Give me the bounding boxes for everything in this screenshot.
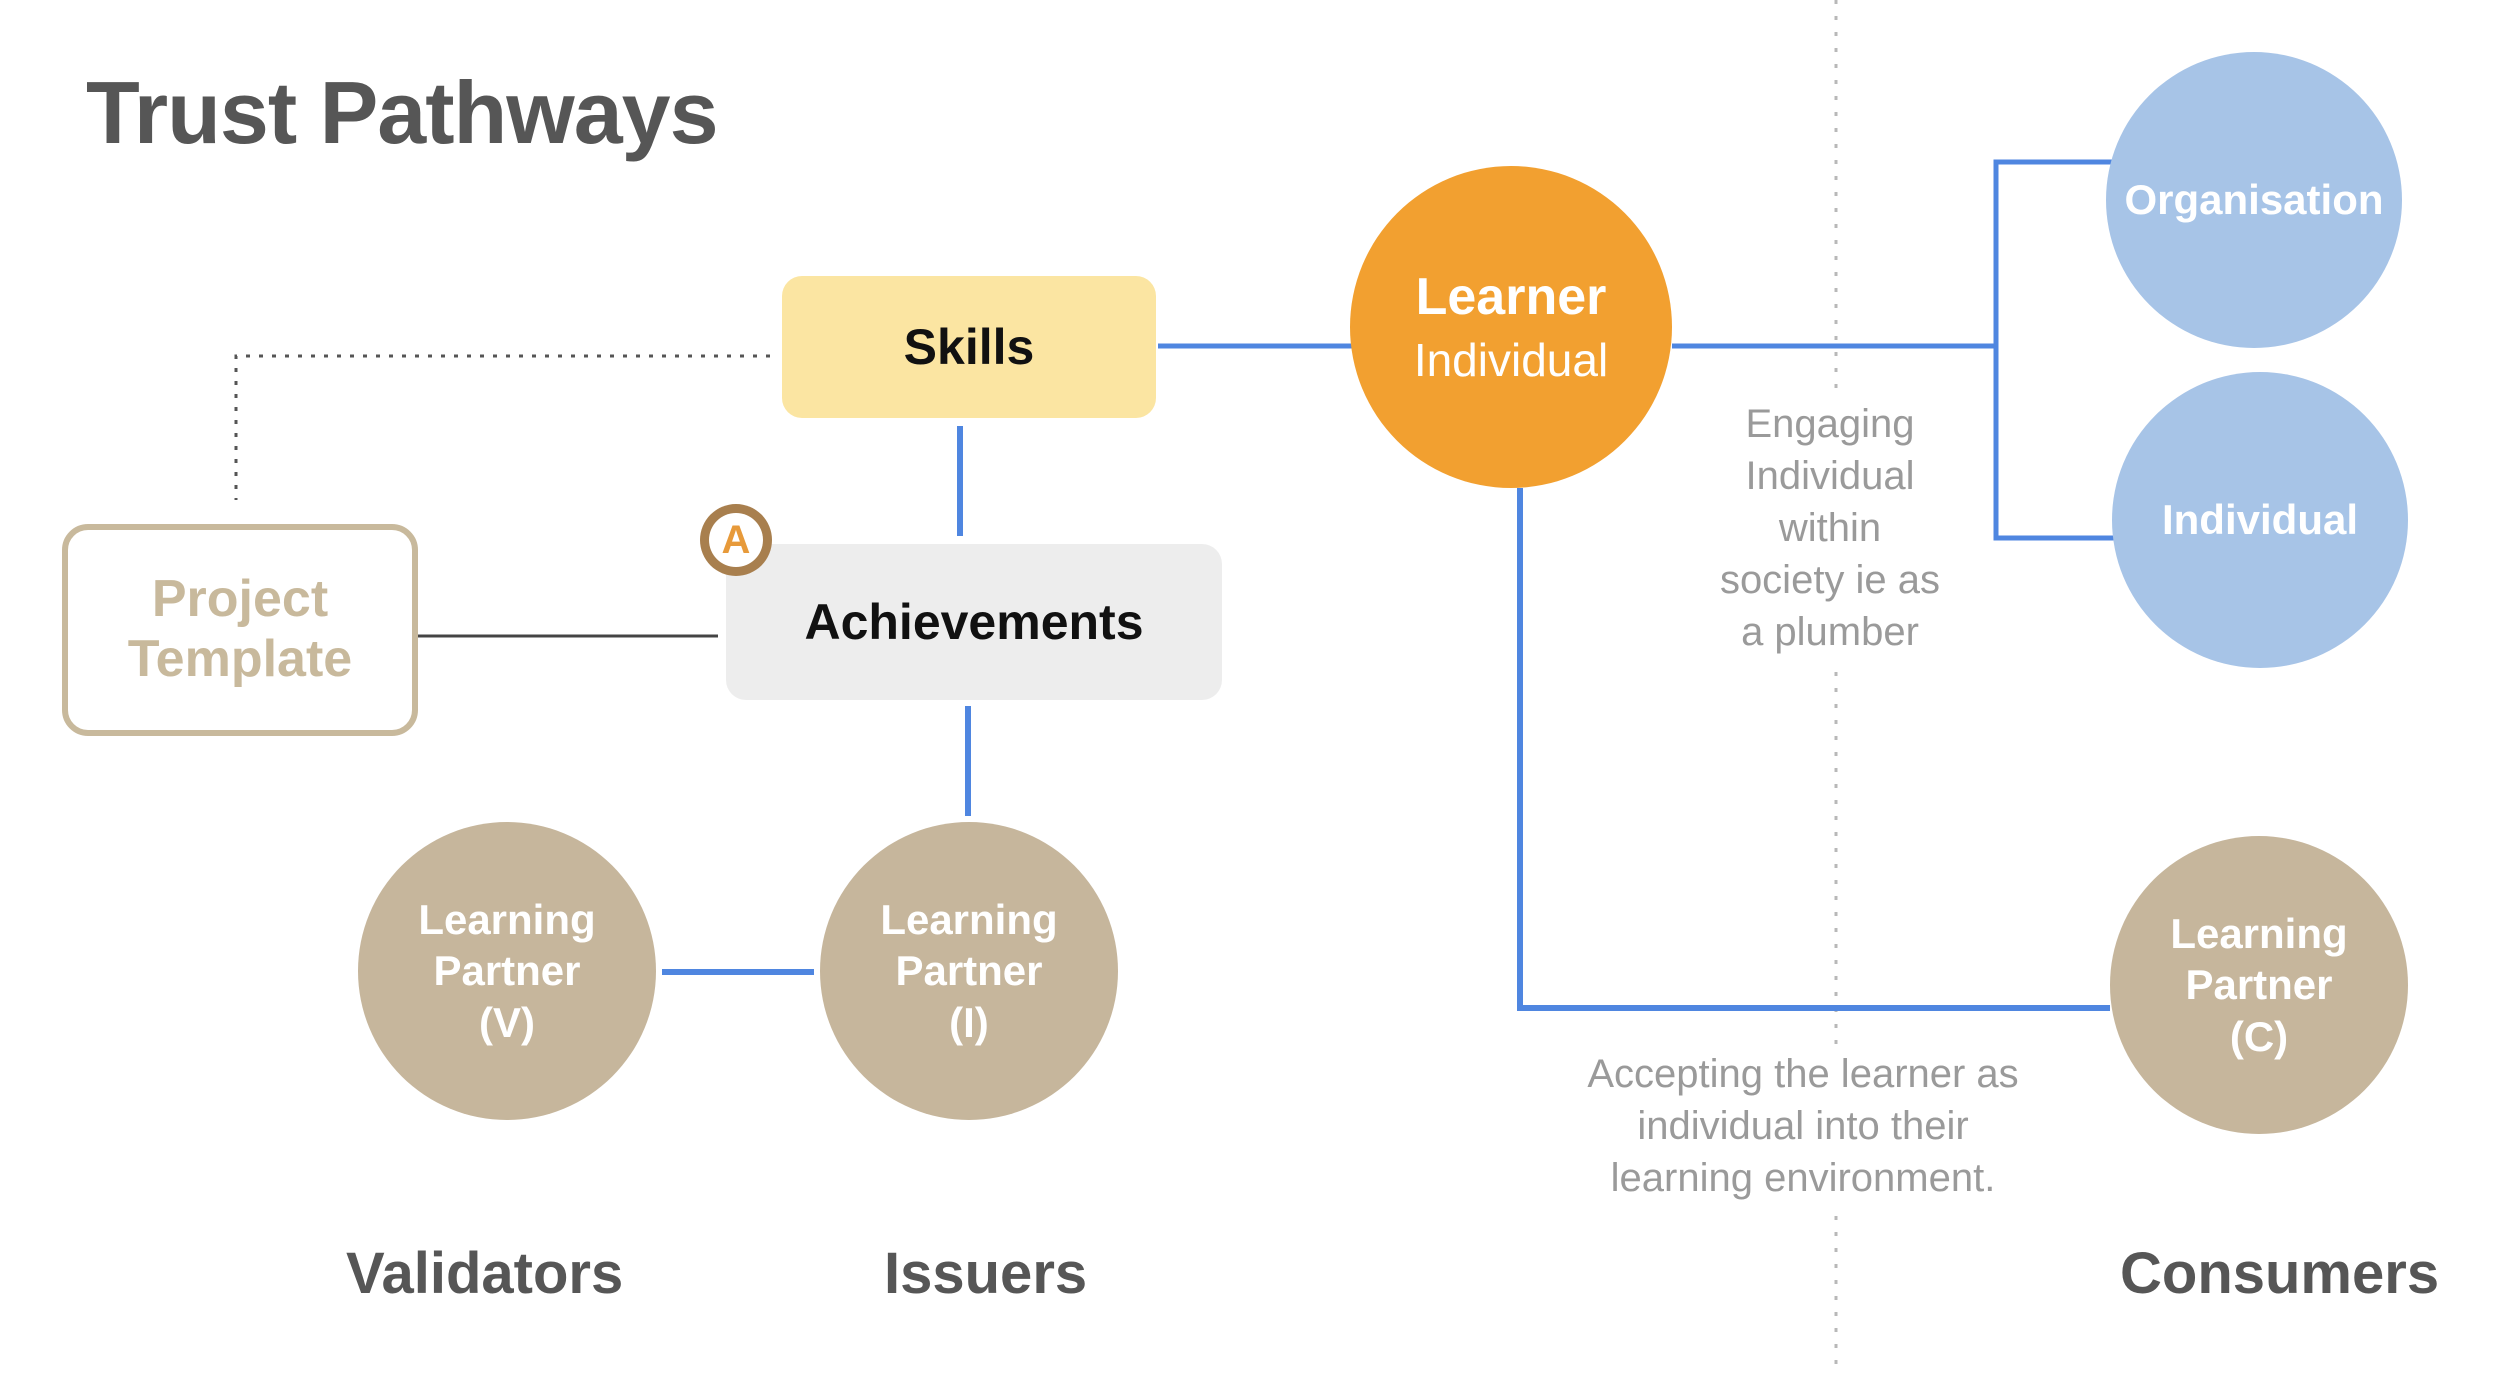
- learner-subtitle: Individual: [1413, 334, 1609, 386]
- learning-partner-v-node[interactable]: Learning Partner (V): [358, 822, 656, 1120]
- engaging-line-2: Individual: [1745, 454, 1915, 498]
- lpc-line-1: Learning: [2170, 910, 2348, 958]
- lpc-line-2: Partner: [2185, 961, 2333, 1009]
- accepting-line-1: Accepting the learner as: [1587, 1052, 2019, 1096]
- engaging-line-4: society ie as: [1719, 558, 1941, 602]
- lpi-line-3: (I): [949, 998, 989, 1046]
- achievement-badge-icon: A: [700, 504, 772, 576]
- accepting-line-2: individual into their: [1637, 1104, 1969, 1148]
- lpv-line-1: Learning: [418, 896, 596, 944]
- individual-node[interactable]: Individual: [2112, 372, 2408, 668]
- organisation-node[interactable]: Organisation: [2106, 52, 2402, 348]
- achievements-node[interactable]: Achievements: [726, 544, 1222, 700]
- project-template-node[interactable]: Project Template: [62, 524, 418, 736]
- page-title: Trust Pathways: [86, 63, 719, 162]
- engaging-line-3: within: [1778, 506, 1882, 550]
- lpv-line-3: (V): [478, 998, 535, 1046]
- validators-label: Validators: [346, 1241, 624, 1306]
- learning-partner-c-node[interactable]: Learning Partner (C): [2110, 836, 2408, 1134]
- engaging-line-1: Engaging: [1745, 402, 1915, 446]
- engaging-line-5: a plumber: [1741, 610, 1919, 654]
- accepting-line-3: learning environment.: [1610, 1156, 1996, 1200]
- lpi-line-1: Learning: [880, 896, 1058, 944]
- consumers-label: Consumers: [2120, 1241, 2440, 1306]
- dotted-skills-template-link: [234, 354, 770, 500]
- skills-node[interactable]: Skills: [782, 276, 1156, 418]
- learner-name: Learner: [1415, 268, 1607, 326]
- badge-letter: A: [709, 513, 763, 567]
- learner-node[interactable]: Learner Individual: [1350, 166, 1672, 488]
- project-template-line-1: Project: [151, 570, 329, 629]
- learning-partner-i-node[interactable]: Learning Partner (I): [820, 822, 1118, 1120]
- engaging-note: Engaging Individual within society ie as…: [1700, 394, 1960, 662]
- learner-partner-c-link: [1517, 488, 2110, 1011]
- accepting-note: Accepting the learner as individual into…: [1548, 1046, 2058, 1206]
- consumer-bracket: [1993, 159, 2116, 541]
- lpi-line-2: Partner: [895, 947, 1043, 995]
- lpc-line-3: (C): [2229, 1012, 2289, 1060]
- lpv-line-2: Partner: [433, 947, 581, 995]
- issuers-label: Issuers: [884, 1241, 1088, 1306]
- project-template-line-2: Template: [127, 630, 353, 688]
